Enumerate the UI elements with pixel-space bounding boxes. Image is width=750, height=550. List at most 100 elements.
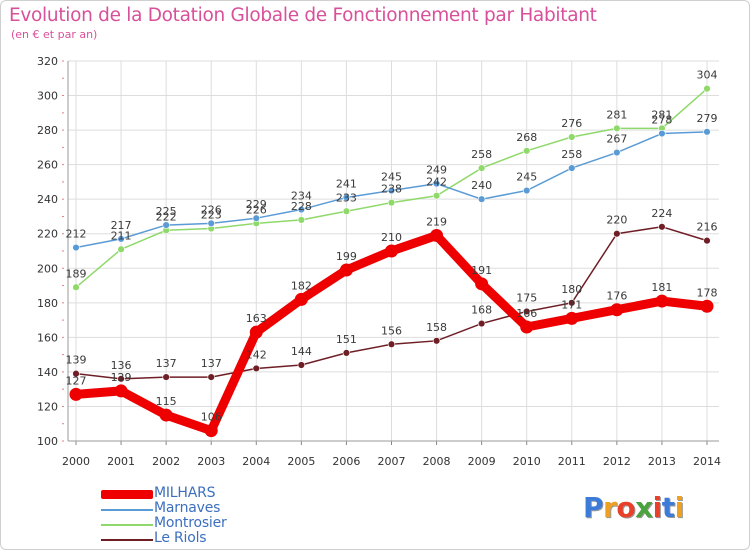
data-label-marnaves: 258 [561,148,582,161]
data-label-milhars: 182 [291,279,312,292]
x-tick-label: 2004 [242,455,270,468]
data-point-milhars [339,263,353,277]
data-point-milhars [475,277,489,291]
legend-label: Marnaves [154,500,221,516]
data-point-montrosier [523,147,531,155]
y-tick-label: 100 [37,435,58,448]
data-label-montrosier: 238 [381,183,402,196]
data-point-milhars [69,387,83,401]
data-point-montrosier [297,216,306,224]
data-point-marnaves [342,193,351,202]
logo-letter: i [674,491,685,524]
x-tick-label: 2011 [558,455,586,468]
data-point-milhars [204,424,218,438]
legend-swatch [101,539,153,541]
data-point-le-riols [613,230,621,238]
data-point-marnaves [568,164,576,172]
y-tick-label: 120 [37,400,58,413]
data-label-le-riols: 156 [381,324,402,337]
data-label-montrosier: 281 [651,108,672,121]
data-point-le-riols [162,373,170,381]
data-label-le-riols: 168 [471,304,492,317]
data-label-milhars: 199 [336,250,357,263]
data-point-le-riols [342,349,351,357]
series-milhars [69,228,714,438]
data-label-marnaves: 241 [336,177,357,190]
y-tick-label: 280 [37,124,58,137]
y-tick-label: 300 [37,90,58,103]
data-label-montrosier: 222 [156,210,177,223]
data-label-marnaves: 240 [471,179,492,192]
data-label-marnaves: 278 [651,114,672,127]
data-label-le-riols: 180 [561,283,582,296]
legend-label: Montrosier [154,515,227,531]
data-label-montrosier: 258 [471,148,492,161]
data-label-montrosier: 228 [291,200,312,213]
data-point-milhars [520,320,534,334]
logo-letter: t [661,491,675,524]
data-label-marnaves: 234 [291,190,312,203]
data-label-milhars: 181 [651,281,672,294]
data-point-le-riols [477,319,486,328]
data-point-marnaves [703,128,711,136]
x-tick-label: 2014 [693,455,721,468]
data-label-marnaves: 212 [66,228,87,241]
data-label-le-riols: 158 [426,321,447,334]
data-point-milhars [565,311,579,325]
data-label-montrosier: 281 [606,108,627,121]
data-point-le-riols [117,375,125,383]
data-label-le-riols: 175 [516,291,537,304]
series-le-riols [72,223,711,383]
data-label-le-riols: 216 [697,221,718,234]
data-point-le-riols [297,361,306,369]
data-point-milhars [249,325,263,339]
data-point-montrosier [432,192,441,200]
data-label-milhars: 210 [381,231,402,244]
data-label-le-riols: 151 [336,333,357,346]
data-label-milhars: 163 [246,312,267,325]
data-label-marnaves: 249 [426,164,447,177]
data-label-montrosier: 304 [697,69,718,82]
legend-swatch [101,509,153,511]
data-label-milhars: 129 [111,371,132,384]
data-point-milhars [159,408,173,422]
data-label-milhars: 171 [561,298,582,311]
data-point-le-riols [432,337,441,345]
y-tick-label: 220 [37,228,58,241]
data-point-montrosier [117,245,125,253]
chart-subtitle: (en € et par an) [11,28,98,41]
data-label-layer: 139 136 137 137 142 144 151 156 158 168 175 180 220 2… [66,69,718,424]
data-point-marnaves [162,221,170,229]
logo-letter: r [603,491,617,524]
data-point-le-riols [568,299,576,307]
x-tick-label: 2010 [513,455,541,468]
series-montrosier [72,84,711,291]
legend-swatch [101,524,153,526]
data-point-le-riols [207,373,215,381]
logo-letter: i [652,491,663,524]
data-point-milhars [655,294,669,308]
data-label-milhars: 178 [697,286,718,299]
data-point-le-riols [658,223,666,231]
y-tick-label: 260 [37,159,58,172]
data-label-milhars: 176 [606,290,627,303]
x-tick-label: 2002 [152,455,180,468]
data-label-montrosier: 189 [66,267,87,280]
data-label-montrosier: 211 [111,229,132,242]
data-point-milhars [385,244,398,258]
data-label-montrosier: 233 [336,191,357,204]
data-point-marnaves [387,186,396,195]
legend-label: MILHARS [154,485,216,501]
data-label-montrosier: 226 [246,203,267,216]
data-point-le-riols [252,364,260,373]
data-point-le-riols [387,340,396,348]
data-label-marnaves: 229 [246,198,267,211]
data-point-marnaves [72,243,80,252]
data-point-le-riols [703,236,711,245]
data-label-le-riols: 144 [291,345,312,358]
data-label-milhars: 219 [426,215,447,228]
data-label-milhars: 191 [471,264,492,277]
series-marnaves [72,128,711,252]
data-label-milhars: 166 [516,307,537,320]
x-tick-label: 2003 [197,455,225,468]
